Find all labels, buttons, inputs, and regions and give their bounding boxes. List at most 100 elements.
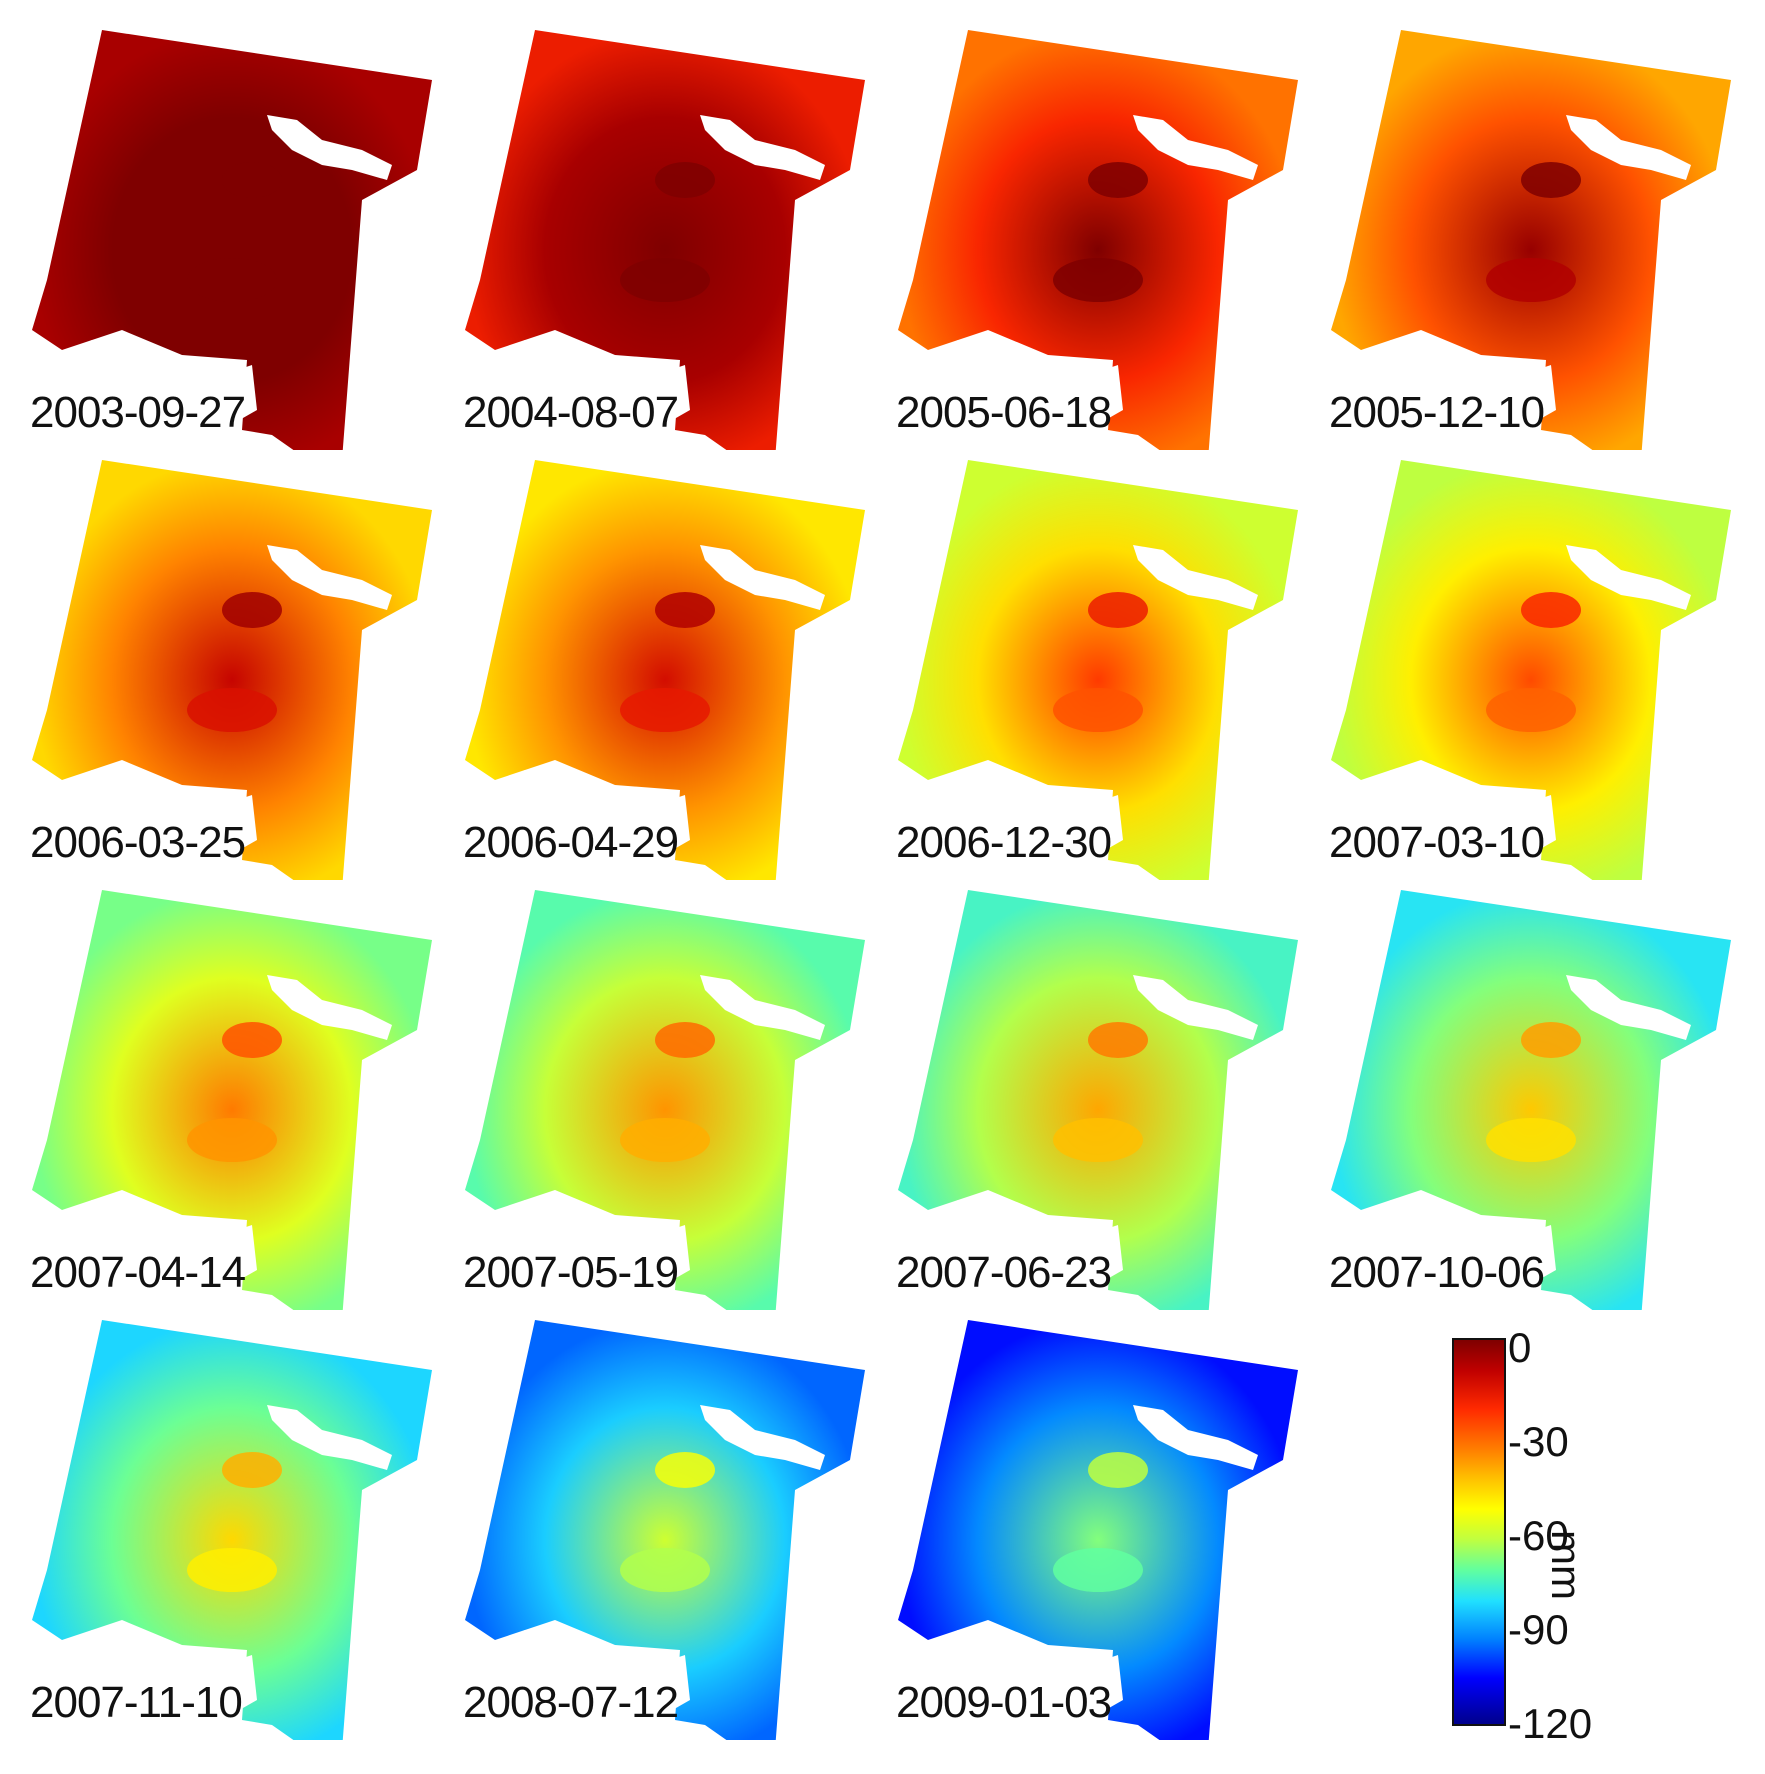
subsidence-bowl	[620, 1118, 710, 1162]
panel-date-label: 2007-06-23	[896, 1248, 1112, 1297]
subsidence-bowl	[1088, 1452, 1148, 1488]
no-data-area	[888, 1200, 1123, 1290]
map-footprint	[32, 1320, 432, 1740]
no-data-area	[267, 1405, 392, 1470]
panel-date-label: 2005-12-10	[1329, 388, 1545, 437]
no-data-area	[700, 545, 825, 610]
no-data-area	[267, 115, 392, 180]
subsidence-bowl	[187, 1548, 277, 1592]
panel-date-label: 2007-05-19	[463, 1248, 679, 1297]
subsidence-bowl	[187, 258, 277, 302]
displacement-map	[22, 30, 432, 450]
subsidence-bowl	[620, 688, 710, 732]
displacement-map	[888, 460, 1298, 880]
displacement-map-panel: 2007-05-19	[455, 890, 885, 1310]
panel-date-label: 2007-10-06	[1329, 1248, 1545, 1297]
displacement-map	[455, 890, 865, 1310]
subsidence-bowl	[1053, 1548, 1143, 1592]
panel-date-label: 2007-11-10	[30, 1678, 243, 1727]
subsidence-bowl	[1486, 1118, 1576, 1162]
colorbar	[1452, 1338, 1506, 1726]
displacement-map	[22, 890, 432, 1310]
no-data-area	[455, 770, 690, 860]
no-data-area	[455, 340, 690, 430]
displacement-map-panel: 2003-09-27	[22, 30, 452, 450]
no-data-area	[22, 340, 257, 430]
no-data-area	[1566, 115, 1691, 180]
panel-date-label: 2007-04-14	[30, 1248, 246, 1297]
subsidence-bowl	[1486, 258, 1576, 302]
no-data-area	[267, 545, 392, 610]
displacement-map	[455, 1320, 865, 1740]
panel-date-label: 2007-03-10	[1329, 818, 1545, 867]
subsidence-bowl	[1486, 688, 1576, 732]
subsidence-bowl	[187, 1118, 277, 1162]
colorbar-tick: -90	[1508, 1606, 1569, 1653]
map-footprint	[465, 1320, 865, 1740]
no-data-area	[888, 1630, 1123, 1720]
panel-date-label: 2006-12-30	[896, 818, 1112, 867]
map-footprint	[32, 890, 432, 1310]
no-data-area	[1133, 975, 1258, 1040]
no-data-area	[700, 975, 825, 1040]
displacement-map-panel: 2006-04-29	[455, 460, 885, 880]
subsidence-bowl	[1088, 162, 1148, 198]
map-footprint	[1331, 30, 1731, 450]
map-footprint	[32, 30, 432, 450]
no-data-area	[22, 770, 257, 860]
map-footprint	[1331, 460, 1731, 880]
displacement-map-panel: 2007-03-10	[1321, 460, 1751, 880]
map-footprint	[898, 30, 1298, 450]
subsidence-bowl	[187, 688, 277, 732]
map-footprint	[465, 890, 865, 1310]
displacement-map-panel: 2005-06-18	[888, 30, 1318, 450]
displacement-map	[888, 890, 1298, 1310]
panel-date-label: 2009-01-03	[896, 1678, 1112, 1727]
no-data-area	[22, 1630, 257, 1720]
no-data-area	[1321, 340, 1556, 430]
colorbar-tick: -30	[1508, 1418, 1569, 1465]
subsidence-bowl	[1053, 1118, 1143, 1162]
no-data-area	[700, 115, 825, 180]
no-data-area	[455, 1200, 690, 1290]
subsidence-bowl	[222, 1452, 282, 1488]
no-data-area	[455, 1630, 690, 1720]
displacement-map	[22, 1320, 432, 1740]
subsidence-bowl	[1521, 162, 1581, 198]
subsidence-bowl	[655, 1022, 715, 1058]
subsidence-bowl	[222, 1022, 282, 1058]
displacement-map-panel: 2007-11-10	[22, 1320, 452, 1740]
subsidence-bowl	[1088, 592, 1148, 628]
displacement-map-panel: 2005-12-10	[1321, 30, 1751, 450]
panel-date-label: 2008-07-12	[463, 1678, 679, 1727]
displacement-map	[888, 1320, 1298, 1740]
map-footprint	[465, 460, 865, 880]
displacement-map-panel: 2007-06-23	[888, 890, 1318, 1310]
subsidence-bowl	[655, 162, 715, 198]
displacement-map-panel: 2007-04-14	[22, 890, 452, 1310]
map-footprint	[898, 460, 1298, 880]
displacement-map-panel: 2009-01-03	[888, 1320, 1318, 1740]
displacement-map	[1321, 30, 1731, 450]
map-footprint	[1331, 890, 1731, 1310]
displacement-map	[1321, 890, 1731, 1310]
displacement-map	[22, 460, 432, 880]
panel-date-label: 2006-03-25	[30, 818, 246, 867]
no-data-area	[1566, 545, 1691, 610]
no-data-area	[888, 770, 1123, 860]
displacement-map-panel: 2006-03-25	[22, 460, 452, 880]
no-data-area	[888, 340, 1123, 430]
no-data-area	[1133, 1405, 1258, 1470]
map-footprint	[32, 460, 432, 880]
subsidence-bowl	[222, 162, 282, 198]
no-data-area	[1133, 115, 1258, 180]
subsidence-bowl	[1521, 592, 1581, 628]
subsidence-bowl	[1053, 688, 1143, 732]
panel-date-label: 2004-08-07	[463, 388, 679, 437]
no-data-area	[700, 1405, 825, 1470]
colorbar-tick: -120	[1508, 1700, 1593, 1747]
displacement-map	[455, 460, 865, 880]
displacement-map-panel: 2004-08-07	[455, 30, 885, 450]
map-footprint	[898, 1320, 1298, 1740]
map-footprint	[465, 30, 865, 450]
